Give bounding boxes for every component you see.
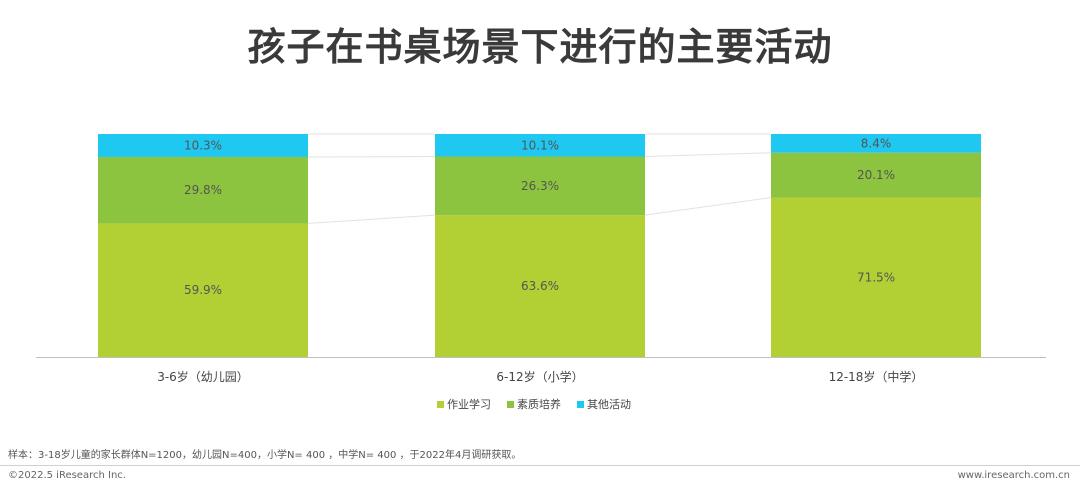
legend-label: 其他活动: [587, 398, 631, 411]
legend-label: 作业学习: [447, 397, 491, 411]
bar-segment: [771, 134, 981, 153]
bar-segment: [435, 156, 645, 216]
website-link[interactable]: www.iresearch.com.cn: [957, 470, 1070, 481]
series-connector-line: [644, 152, 772, 158]
data-label: 8.4%: [861, 136, 892, 150]
bar-segment: [98, 156, 308, 224]
bar-segment: [771, 152, 981, 198]
data-label: 71.5%: [857, 270, 895, 284]
stacked-bar-chart: 59.9% 29.8% 10.3% 3-6岁（幼儿园） 63.6% 26.3% 10.1% 6…: [36, 133, 1046, 411]
legend-swatch: [437, 401, 444, 408]
bar-segment: [98, 134, 308, 157]
footer-divider: [0, 465, 1080, 466]
series-connector-line: [644, 197, 772, 216]
copyright-text: ©2022.5 iResearch Inc.: [8, 470, 126, 481]
data-label: 10.1%: [521, 138, 559, 152]
category-label: 12-18岁（中学）: [829, 369, 924, 384]
sample-footnote: 样本：3-18岁儿童的家长群体N=1200，幼儿园N=400，小学N= 400 …: [8, 450, 522, 461]
bar-segment: [435, 134, 645, 157]
category-label: 6-12岁（小学）: [496, 369, 583, 384]
category-label: 3-6岁（幼儿园）: [157, 369, 249, 384]
data-label: 20.1%: [857, 168, 895, 182]
data-label: 10.3%: [184, 138, 222, 152]
legend-swatch: [577, 401, 584, 408]
data-label: 26.3%: [521, 179, 559, 193]
data-label: 29.8%: [184, 183, 222, 197]
legend-swatch: [507, 401, 514, 408]
series-connector-line: [307, 214, 436, 224]
bar-segment: [771, 197, 981, 357]
data-label: 59.9%: [184, 283, 222, 297]
bar-segment: [98, 223, 308, 357]
chart-title: 孩子在书桌场景下进行的主要活动: [247, 25, 833, 69]
bar-segment: [435, 215, 645, 357]
legend-label: 素质培养: [517, 397, 561, 411]
data-label: 63.6%: [521, 279, 559, 293]
